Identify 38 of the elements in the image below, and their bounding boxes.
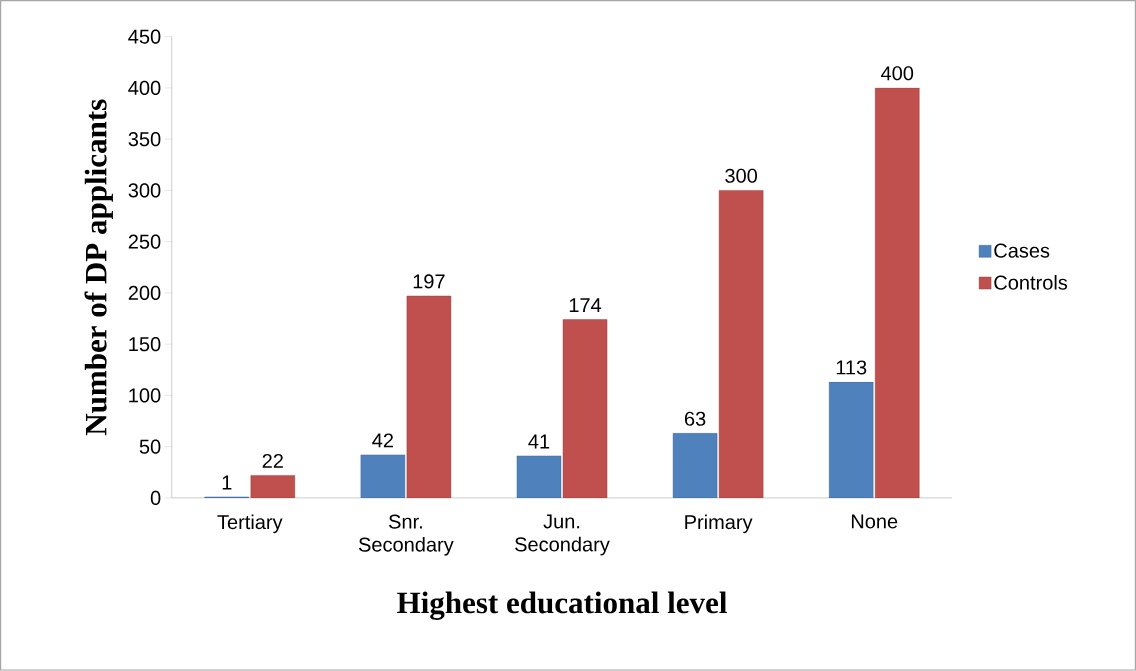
bar xyxy=(828,382,874,499)
data-label: 197 xyxy=(413,274,445,289)
y-tick-label: 350 xyxy=(128,132,161,147)
y-tick-label: 450 xyxy=(128,29,161,44)
data-label: 300 xyxy=(725,168,758,184)
data-label: 63 xyxy=(684,411,706,426)
y-tick-label: 50 xyxy=(139,439,161,454)
y-tick-label: 100 xyxy=(129,388,161,403)
bar xyxy=(672,433,718,499)
x-axis-title: Highest educational level xyxy=(397,591,727,621)
y-tick-label: 250 xyxy=(128,234,161,249)
y-axis-title: Number of DP applicants xyxy=(84,99,113,436)
data-label: 42 xyxy=(372,433,393,448)
legend-label: Cases xyxy=(994,243,1050,258)
x-tick-label: Primary xyxy=(685,514,753,534)
bar xyxy=(562,319,608,499)
legend-label: Controls xyxy=(994,275,1068,290)
bar xyxy=(360,454,406,499)
y-tick-label: 300 xyxy=(128,183,161,198)
bar xyxy=(718,190,764,499)
bar xyxy=(875,87,920,499)
bar xyxy=(250,475,296,499)
data-label: 1 xyxy=(222,475,232,490)
bar xyxy=(516,455,562,499)
y-tick-label: 150 xyxy=(129,337,161,352)
data-label: 22 xyxy=(262,454,283,469)
x-tick-label: Tertiary xyxy=(217,514,283,534)
x-tick-label: Snr. Secondary xyxy=(358,514,454,556)
data-label: 400 xyxy=(881,66,914,81)
x-tick-label: Jun. Secondary xyxy=(515,514,610,556)
data-label: 113 xyxy=(836,360,867,375)
data-label: 41 xyxy=(528,434,550,449)
y-tick-label: 0 xyxy=(150,491,161,506)
y-tick-label: 200 xyxy=(128,285,161,301)
y-tick-label: 400 xyxy=(128,80,161,96)
x-tick-label: None xyxy=(851,514,898,529)
bar xyxy=(406,295,452,499)
data-label: 174 xyxy=(569,298,602,313)
